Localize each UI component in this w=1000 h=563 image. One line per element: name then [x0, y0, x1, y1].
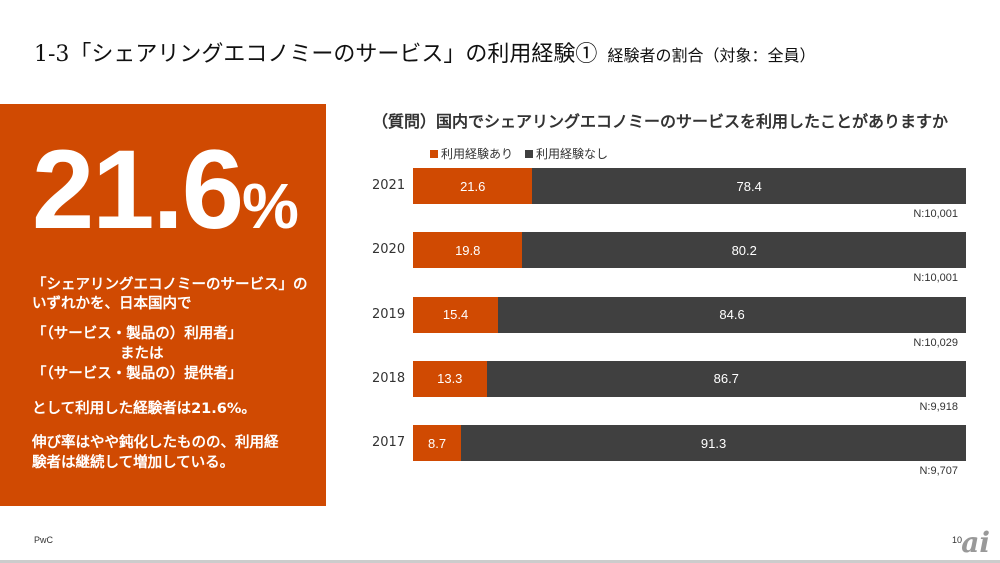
panel-line: 「（サービス・製品の）利用者」	[32, 326, 243, 342]
panel-line: 験者は継続して増加している。	[32, 455, 235, 471]
panel-line: 「シェアリングエコノミーのサービス」の	[32, 277, 308, 293]
legend-swatch	[430, 150, 438, 158]
big-unit: %	[241, 170, 299, 242]
panel-line: 「（サービス・製品の）提供者」	[32, 366, 243, 382]
panel-line: 伸び率はやや鈍化したものの、利用経	[32, 435, 279, 451]
sample-size-label: N:10,001	[913, 208, 958, 220]
panel-line: として利用した経験者は21.6%。	[32, 401, 256, 417]
footer-brand: PwC	[34, 535, 54, 545]
bar-segment-experienced: 15.4	[413, 296, 499, 333]
bar-segment-not-experienced: 80.2	[522, 232, 966, 269]
bar-segment-experienced: 21.6	[413, 168, 533, 204]
chart-title: （質問）国内でシェアリングエコノミーのサービスを利用したことがありますか	[372, 112, 949, 131]
sample-size-label: N:10,001	[913, 272, 958, 285]
panel-line: いずれかを、日本国内で	[32, 296, 192, 312]
sample-size-label: N:10,029	[913, 336, 958, 349]
sample-size-label: N:9,707	[919, 465, 958, 478]
y-tick-label: 2020	[372, 242, 406, 258]
bar-segment-not-experienced: 86.7	[486, 360, 966, 397]
sample-size-label: N:9,918	[919, 400, 958, 413]
bar-row: 15.4 84.6	[413, 296, 966, 333]
bar-segment-experienced: 19.8	[413, 232, 523, 269]
legend-item-no: 利用経験なし	[525, 145, 608, 162]
bar-segment-not-experienced: 78.4	[532, 168, 966, 204]
big-number: 21.6	[32, 127, 244, 252]
bar-segment-experienced: 13.3	[413, 360, 487, 397]
bar-row: 8.7 91.3	[413, 425, 966, 462]
title-sub: 経験者の割合（対象：全員）	[607, 46, 816, 65]
y-tick-label: 2019	[372, 306, 406, 322]
slide-title: 1-3「シェアリングエコノミーのサービス」の利用経験① 経験者の割合（対象：全員）	[34, 36, 815, 68]
bar-row: 21.6 78.4	[413, 168, 966, 204]
legend-item-yes: 利用経験あり	[430, 145, 513, 162]
watermark-logo: ai	[961, 526, 990, 559]
bar-segment-experienced: 8.7	[413, 425, 462, 462]
bar-row: 13.3 86.7	[413, 360, 966, 397]
y-tick-label: 2018	[372, 370, 406, 386]
summary-panel: 21.6% 「シェアリングエコノミーのサービス」の いずれかを、日本国内で 「（…	[0, 104, 326, 506]
bar-segment-not-experienced: 91.3	[461, 425, 966, 462]
panel-line: または	[120, 346, 164, 362]
legend-label: 利用経験なし	[536, 147, 609, 161]
big-stat: 21.6%	[32, 134, 299, 246]
legend-label: 利用経験あり	[441, 147, 514, 161]
bottom-divider	[0, 560, 1000, 563]
bar-segment-not-experienced: 84.6	[498, 296, 966, 333]
y-tick-label: 2021	[372, 178, 406, 193]
chart-legend: 利用経験あり 利用経験なし	[430, 145, 608, 162]
page-number: 10	[952, 535, 963, 545]
legend-swatch	[525, 150, 534, 158]
bar-row: 19.8 80.2	[413, 232, 966, 269]
y-tick-label: 2017	[372, 435, 406, 451]
title-main: 1-3「シェアリングエコノミーのサービス」の利用経験①	[34, 42, 598, 67]
